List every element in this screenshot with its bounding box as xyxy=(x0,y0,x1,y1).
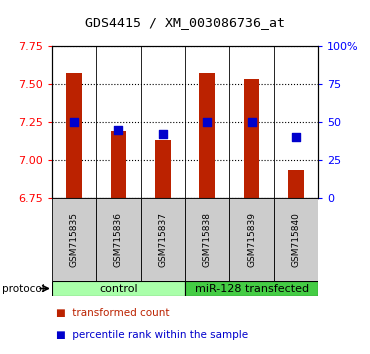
Text: ■  percentile rank within the sample: ■ percentile rank within the sample xyxy=(56,330,248,339)
Text: miR-128 transfected: miR-128 transfected xyxy=(195,284,309,293)
Bar xyxy=(185,281,318,296)
Text: GSM715839: GSM715839 xyxy=(247,212,256,267)
Point xyxy=(71,119,77,125)
Text: control: control xyxy=(99,284,138,293)
Bar xyxy=(274,198,318,281)
Text: GSM715836: GSM715836 xyxy=(114,212,123,267)
Bar xyxy=(52,198,96,281)
Text: GSM715837: GSM715837 xyxy=(158,212,167,267)
Bar xyxy=(52,281,185,296)
Text: ■  transformed count: ■ transformed count xyxy=(56,308,169,318)
Bar xyxy=(141,198,185,281)
Point xyxy=(293,135,299,140)
Text: protocol: protocol xyxy=(2,284,45,293)
Bar xyxy=(229,198,274,281)
Text: GSM715835: GSM715835 xyxy=(70,212,78,267)
Bar xyxy=(185,198,229,281)
Point xyxy=(115,127,121,132)
Bar xyxy=(66,73,82,198)
Bar xyxy=(111,131,126,198)
Text: GSM715838: GSM715838 xyxy=(203,212,212,267)
Bar xyxy=(155,141,171,198)
Bar xyxy=(288,170,304,198)
Bar xyxy=(244,79,259,198)
Text: GSM715840: GSM715840 xyxy=(292,212,300,267)
Point xyxy=(249,119,255,125)
Point xyxy=(204,119,210,125)
Point xyxy=(160,131,166,137)
Bar xyxy=(96,198,141,281)
Text: GDS4415 / XM_003086736_at: GDS4415 / XM_003086736_at xyxy=(85,17,285,29)
Bar xyxy=(199,73,215,198)
